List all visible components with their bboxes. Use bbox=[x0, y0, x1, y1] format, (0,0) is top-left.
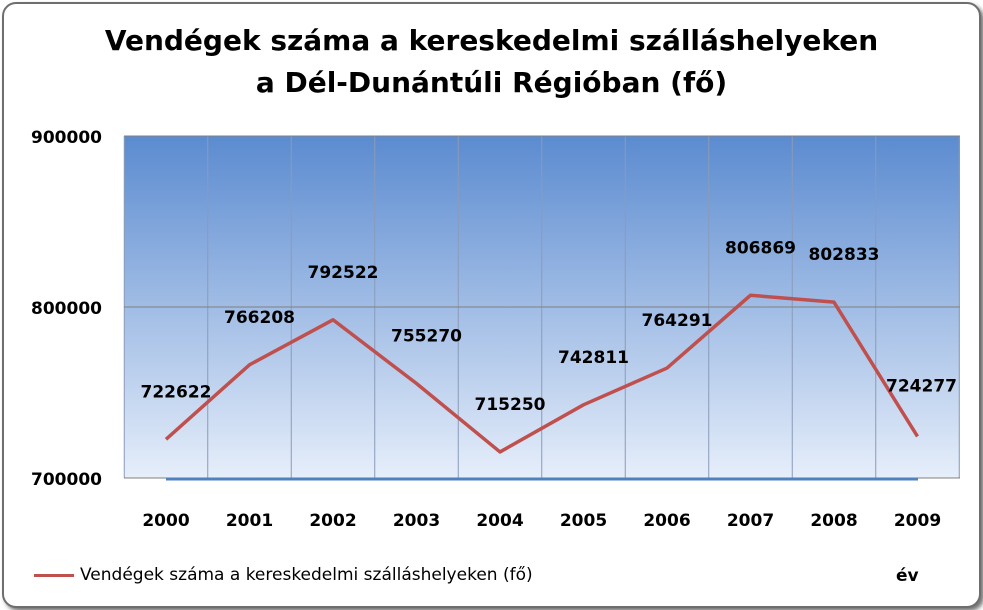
x-tick-label: 2002 bbox=[309, 511, 356, 531]
x-tick-label: 2003 bbox=[393, 511, 440, 531]
x-tick-label: 2007 bbox=[727, 511, 774, 531]
data-label: 764291 bbox=[642, 311, 713, 331]
data-label: 722622 bbox=[141, 382, 212, 402]
data-labels: 722622 766208 792522 755270 715250 742811 7642… bbox=[141, 238, 957, 415]
chart-title: Vendégek száma a kereskedelmi szálláshel… bbox=[0, 20, 983, 104]
x-axis-tick-labels: 2000 2001 2002 2003 2004 2005 2006 2007 2008 2009 bbox=[142, 511, 941, 531]
x-tick-label: 2004 bbox=[476, 511, 523, 531]
data-label: 715250 bbox=[475, 395, 546, 415]
y-tick-label: 900000 bbox=[31, 128, 102, 148]
data-label: 806869 bbox=[725, 238, 796, 258]
x-tick-label: 2006 bbox=[643, 511, 690, 531]
y-tick-label: 800000 bbox=[31, 299, 102, 319]
series-line bbox=[164, 293, 919, 454]
y-axis-tick-labels: 700000 800000 900000 bbox=[31, 128, 102, 490]
legend: Vendégek száma a kereskedelmi szálláshel… bbox=[34, 565, 533, 585]
legend-label: Vendégek száma a kereskedelmi szálláshel… bbox=[80, 565, 533, 585]
x-tick-label: 2001 bbox=[226, 511, 273, 531]
legend-line-swatch bbox=[34, 573, 74, 577]
data-label: 724277 bbox=[886, 376, 957, 396]
x-tick-label: 2009 bbox=[894, 511, 941, 531]
chart-title-line-2: a Dél-Dunántúli Régióban (fő) bbox=[255, 66, 728, 99]
x-tick-label: 2008 bbox=[810, 511, 857, 531]
data-label: 792522 bbox=[308, 263, 379, 283]
chart-title-line-1: Vendégek száma a kereskedelmi szálláshel… bbox=[104, 24, 879, 57]
data-label: 742811 bbox=[558, 348, 629, 368]
y-tick-label: 700000 bbox=[31, 470, 102, 490]
x-tick-label: 2000 bbox=[142, 511, 189, 531]
x-axis-label: év bbox=[896, 566, 919, 586]
data-label: 802833 bbox=[809, 245, 880, 265]
data-label: 755270 bbox=[391, 326, 462, 346]
data-label: 766208 bbox=[224, 308, 295, 328]
x-tick-label: 2005 bbox=[560, 511, 607, 531]
